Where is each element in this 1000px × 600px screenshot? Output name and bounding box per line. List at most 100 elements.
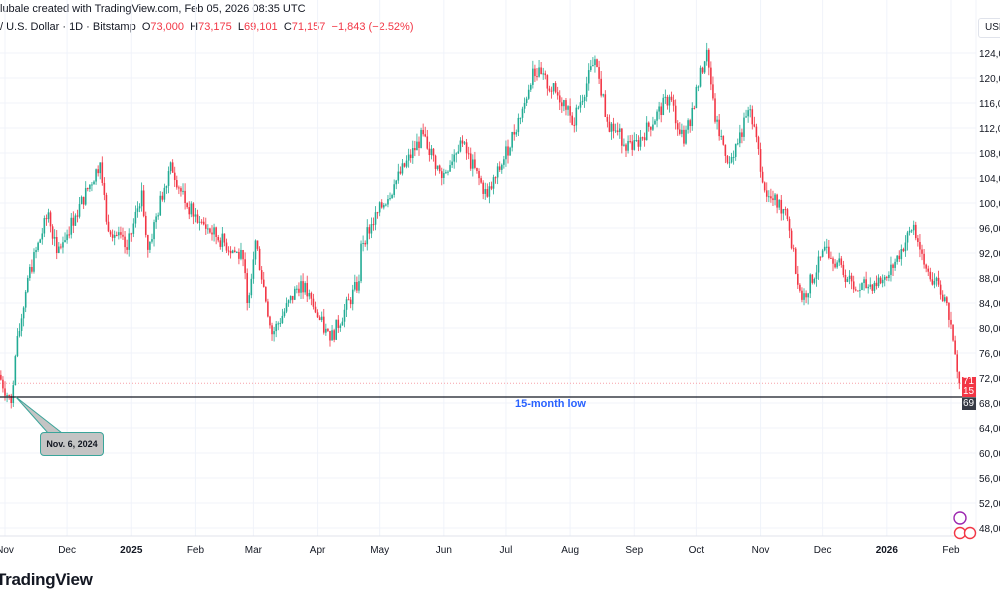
candle-body xyxy=(211,232,213,235)
candle-body xyxy=(308,293,311,297)
candle-body xyxy=(859,289,861,291)
candle-body xyxy=(503,159,505,165)
candle-body xyxy=(747,110,749,117)
candle-body xyxy=(461,140,464,144)
candle-body xyxy=(596,59,598,68)
candle-body xyxy=(618,128,621,132)
candle-body xyxy=(569,106,571,116)
candle-body xyxy=(209,228,211,233)
candle-body xyxy=(283,311,286,316)
candle-body xyxy=(935,277,938,282)
candle-body xyxy=(658,106,660,112)
candle-body xyxy=(60,246,62,248)
candle-body xyxy=(436,165,439,169)
candle-body xyxy=(343,309,346,322)
candle-body xyxy=(753,124,756,127)
candle-body xyxy=(310,293,313,299)
candle-body xyxy=(190,203,193,215)
candle-body xyxy=(302,281,304,293)
candle-body xyxy=(306,283,309,297)
candle-body xyxy=(536,76,538,78)
candle-body xyxy=(755,126,758,138)
candle-body xyxy=(74,215,77,226)
y-tick-label: 64,000 xyxy=(979,424,1000,435)
candle-body xyxy=(380,202,383,208)
candle-body xyxy=(314,306,317,313)
open-value: 73,000 xyxy=(150,21,185,33)
candle-body xyxy=(699,67,702,87)
candle-body xyxy=(492,177,495,189)
candle-body xyxy=(223,233,226,243)
candle-body xyxy=(532,68,534,85)
candle-body xyxy=(602,94,605,96)
high-value: 73,175 xyxy=(198,21,232,33)
candle-body xyxy=(494,177,497,179)
candle-body xyxy=(142,190,145,216)
candle-body xyxy=(463,142,466,144)
candle-body xyxy=(639,137,642,147)
candle-body xyxy=(387,199,389,205)
candle-body xyxy=(76,215,79,217)
candle-body xyxy=(614,130,617,132)
candle-body xyxy=(950,319,952,325)
candle-body xyxy=(126,247,128,250)
candle-body xyxy=(939,284,942,295)
candle-body xyxy=(267,301,269,317)
candle-body xyxy=(362,242,364,244)
candle-body xyxy=(91,184,93,186)
candle-body xyxy=(904,242,907,252)
candle-body xyxy=(571,115,573,125)
candle-body xyxy=(902,249,905,252)
candle-body xyxy=(225,242,228,251)
candle-body xyxy=(8,395,10,397)
candle-body xyxy=(62,242,64,248)
candle-body xyxy=(401,163,404,174)
candle-body xyxy=(778,199,780,208)
y-tick-label: 56,000 xyxy=(979,474,1000,485)
tradingview-logo[interactable]: TradingView xyxy=(0,570,93,589)
candle-body xyxy=(488,186,491,197)
candle-body xyxy=(113,234,116,238)
candle-body xyxy=(517,117,520,133)
candle-body xyxy=(933,281,936,285)
candle-body xyxy=(592,65,594,67)
candle-body xyxy=(799,284,801,291)
candle-body xyxy=(322,316,325,333)
candle-body xyxy=(345,299,348,310)
candle-body xyxy=(867,286,869,289)
candle-body xyxy=(780,199,783,214)
candle-body xyxy=(724,144,727,156)
x-tick-label: Nov xyxy=(0,545,14,556)
candle-body xyxy=(103,182,106,195)
candle-body xyxy=(701,67,704,73)
candle-body xyxy=(300,281,302,293)
candle-body xyxy=(248,295,251,303)
candle-body xyxy=(434,155,437,169)
candle-body xyxy=(273,331,275,335)
candle-body xyxy=(558,95,561,103)
candle-body xyxy=(78,204,81,217)
candle-body xyxy=(70,217,73,235)
candle-body xyxy=(575,107,578,126)
candle-body xyxy=(761,171,764,183)
candle-body xyxy=(287,300,290,304)
candle-body xyxy=(869,284,872,287)
candle-body xyxy=(229,250,232,254)
candle-body xyxy=(501,164,503,170)
candle-body xyxy=(134,211,137,224)
candle-body xyxy=(550,90,553,92)
candle-body xyxy=(440,171,443,178)
candle-body xyxy=(265,286,267,302)
candle-body xyxy=(132,223,135,234)
currency-button[interactable]: USD xyxy=(978,18,1000,38)
x-tick-label: Mar xyxy=(244,545,263,556)
candle-body xyxy=(294,288,296,300)
candle-body xyxy=(333,330,335,340)
candle-body xyxy=(815,272,818,280)
candle-body xyxy=(409,154,412,159)
candle-body xyxy=(623,144,625,146)
candle-body xyxy=(573,124,576,126)
candle-body xyxy=(337,319,340,328)
x-tick-label: 2026 xyxy=(875,545,898,556)
